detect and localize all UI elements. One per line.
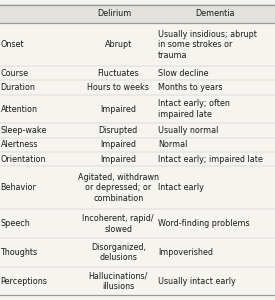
Text: Usually insidious; abrupt
in some strokes or
trauma: Usually insidious; abrupt in some stroke… — [158, 30, 257, 59]
Text: Orientation: Orientation — [1, 155, 46, 164]
Text: Delirium: Delirium — [97, 9, 131, 18]
Text: Months to years: Months to years — [158, 83, 223, 92]
Text: Word-finding problems: Word-finding problems — [158, 219, 250, 228]
Text: Impaired: Impaired — [100, 140, 136, 149]
Text: Course: Course — [1, 69, 29, 78]
Text: Disorganized,
delusions: Disorganized, delusions — [91, 243, 146, 262]
Text: Impoverished: Impoverished — [158, 248, 213, 257]
Text: Incoherent, rapid/
slowed: Incoherent, rapid/ slowed — [82, 214, 154, 233]
Text: Perceptions: Perceptions — [1, 277, 47, 286]
Text: Abrupt: Abrupt — [104, 40, 132, 49]
Text: Usually intact early: Usually intact early — [158, 277, 236, 286]
Text: Attention: Attention — [1, 105, 38, 114]
Text: Alertness: Alertness — [1, 140, 38, 149]
Text: Speech: Speech — [1, 219, 30, 228]
Bar — [0, 4, 275, 23]
Text: Hallucinations/
illusions: Hallucinations/ illusions — [89, 272, 148, 291]
Text: Normal: Normal — [158, 140, 188, 149]
Text: Agitated, withdrawn
or depressed; or
combination: Agitated, withdrawn or depressed; or com… — [78, 173, 159, 203]
Text: Hours to weeks: Hours to weeks — [87, 83, 149, 92]
Text: Slow decline: Slow decline — [158, 69, 209, 78]
Text: Onset: Onset — [1, 40, 24, 49]
Text: Intact early; often
impaired late: Intact early; often impaired late — [158, 99, 230, 119]
Text: Sleep-wake: Sleep-wake — [1, 126, 47, 135]
Text: Thoughts: Thoughts — [1, 248, 38, 257]
Text: Impaired: Impaired — [100, 155, 136, 164]
Text: Fluctuates: Fluctuates — [97, 69, 139, 78]
Text: Intact early; impaired late: Intact early; impaired late — [158, 155, 263, 164]
Text: Duration: Duration — [1, 83, 35, 92]
Text: Impaired: Impaired — [100, 105, 136, 114]
Text: Usually normal: Usually normal — [158, 126, 219, 135]
Text: Intact early: Intact early — [158, 184, 204, 193]
Text: Dementia: Dementia — [195, 9, 234, 18]
Text: Behavior: Behavior — [1, 184, 36, 193]
Text: Disrupted: Disrupted — [99, 126, 138, 135]
